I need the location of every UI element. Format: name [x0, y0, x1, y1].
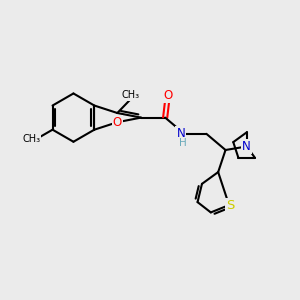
Text: N: N — [242, 140, 251, 153]
Text: O: O — [163, 89, 172, 102]
Text: N: N — [176, 127, 185, 140]
Text: H: H — [179, 138, 186, 148]
Text: CH₃: CH₃ — [22, 134, 40, 144]
Text: S: S — [226, 199, 235, 212]
Text: O: O — [113, 116, 122, 129]
Text: CH₃: CH₃ — [122, 90, 140, 100]
